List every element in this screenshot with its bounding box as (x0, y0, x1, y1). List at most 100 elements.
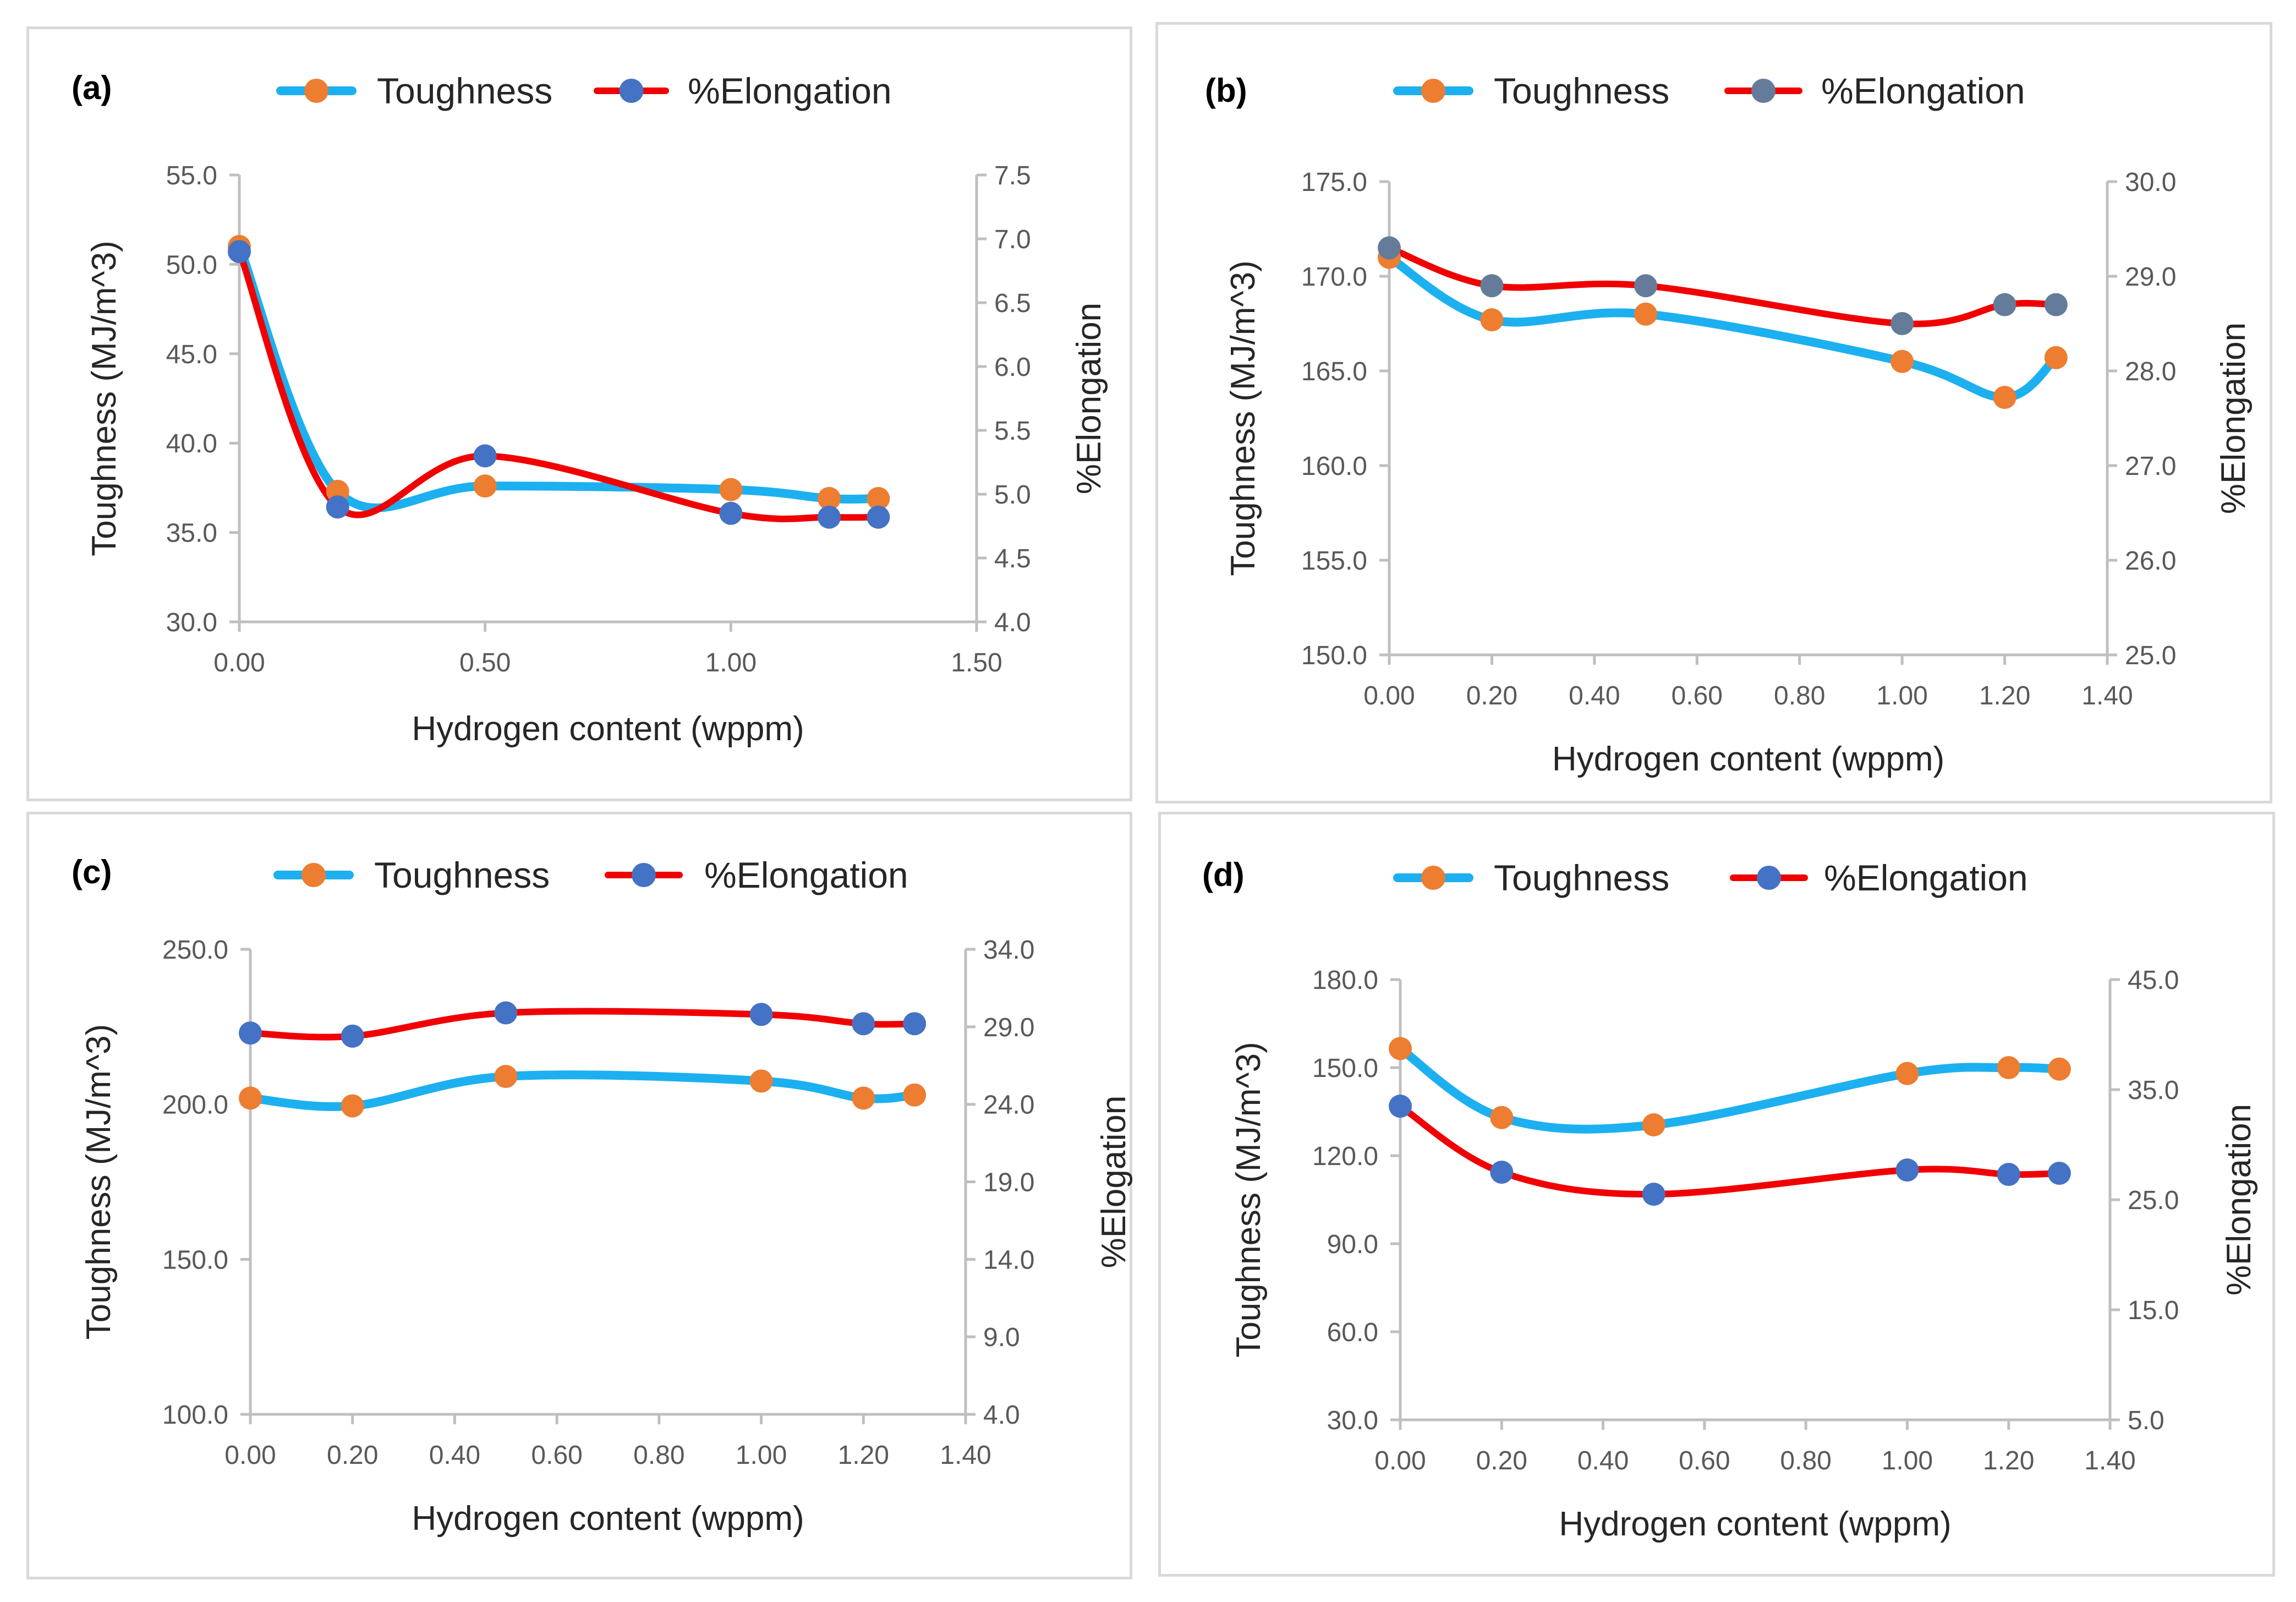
legend-label-elongation-c: %Elongation (704, 855, 908, 895)
legend-marker-toughness-c (302, 863, 326, 887)
y2-tick-label-d: 35.0 (2128, 1076, 2179, 1105)
y-tick-label-a: 30.0 (166, 608, 217, 637)
legend-marker-toughness-b (1421, 79, 1445, 103)
y2-tick-label-d: 25.0 (2128, 1186, 2179, 1215)
y2-tick-label-b: 27.0 (2125, 452, 2176, 481)
y2-tick-label-c: 34.0 (983, 936, 1034, 965)
data-point-elongation-c (749, 1003, 773, 1026)
data-point-toughness-d (1389, 1037, 1412, 1060)
y2-axis-title-c: %Elogation (1095, 1096, 1133, 1269)
x-tick-label-c: 0.60 (531, 1441, 582, 1470)
y2-tick-label-c: 14.0 (983, 1245, 1034, 1275)
y-tick-label-d: 60.0 (1327, 1318, 1378, 1347)
data-point-elongation-d (2047, 1162, 2071, 1185)
x-axis-title-c: Hydrogen content (wppm) (412, 1500, 804, 1538)
data-point-toughness-c (239, 1086, 262, 1110)
data-point-elongation-c (239, 1021, 262, 1045)
data-point-toughness-d (1895, 1062, 1919, 1085)
data-point-elongation-a (326, 495, 349, 519)
data-point-elongation-a (473, 444, 497, 468)
legend-label-elongation-a: %Elongation (688, 70, 892, 111)
x-tick-label-c: 1.20 (838, 1441, 889, 1470)
y-tick-label-d: 30.0 (1327, 1406, 1378, 1435)
x-tick-label-b: 0.20 (1466, 681, 1517, 710)
x-tick-label-d: 0.40 (1577, 1446, 1629, 1475)
x-tick-label-c: 1.00 (736, 1441, 787, 1470)
data-point-toughness-a (867, 486, 890, 510)
x-tick-label-b: 0.60 (1672, 681, 1723, 710)
y2-tick-label-d: 45.0 (2128, 966, 2179, 995)
legend-label-toughness-b: Toughness (1494, 70, 1669, 111)
panel-a-frame (26, 26, 1132, 801)
panel-label-a: (a) (72, 69, 112, 106)
legend-marker-elongation-a (619, 79, 644, 103)
y-axis-title-a: Toughness (MJ/m^3) (85, 240, 123, 556)
y-tick-label-a: 50.0 (166, 250, 217, 280)
y2-tick-label-a: 6.5 (994, 289, 1031, 318)
y2-tick-label-a: 4.5 (994, 544, 1031, 573)
data-point-elongation-c (852, 1012, 875, 1036)
legend-marker-elongation-b (1751, 79, 1776, 103)
x-tick-label-c: 0.00 (224, 1441, 276, 1470)
data-point-elongation-b (2044, 293, 2068, 316)
data-point-toughness-d (1997, 1056, 2020, 1079)
x-tick-label-d: 1.40 (2084, 1446, 2135, 1475)
data-point-elongation-b (1480, 274, 1504, 298)
y-tick-label-c: 250.0 (162, 936, 228, 965)
y2-axis-title-a: %Elongation (1070, 303, 1108, 494)
series-line-toughness-a (235, 242, 883, 512)
data-point-toughness-b (1993, 386, 2016, 409)
x-tick-label-b: 0.40 (1569, 681, 1620, 710)
legend-label-toughness-d: Toughness (1494, 857, 1669, 898)
panel-label-d: (d) (1202, 856, 1245, 893)
x-tick-label-c: 1.40 (940, 1441, 991, 1470)
legend-marker-elongation-d (1757, 866, 1781, 890)
y2-tick-label-d: 5.0 (2128, 1406, 2165, 1435)
data-point-toughness-c (494, 1064, 518, 1088)
data-point-elongation-c (341, 1024, 364, 1048)
y2-axis-title-d: %Elongation (2220, 1104, 2258, 1295)
y-tick-label-c: 200.0 (162, 1091, 228, 1120)
y-tick-label-a: 40.0 (166, 429, 217, 458)
data-point-elongation-b (1890, 312, 1914, 335)
data-point-toughness-b (1890, 349, 1914, 373)
data-point-elongation-d (1389, 1095, 1412, 1118)
y-tick-label-a: 45.0 (166, 340, 217, 369)
data-point-toughness-a (719, 478, 743, 501)
x-tick-label-d: 0.60 (1679, 1446, 1730, 1475)
x-tick-label-a: 0.00 (213, 648, 265, 677)
y-axis-title-c: Toughness (MJ/m^3) (80, 1024, 118, 1340)
x-tick-label-d: 0.00 (1374, 1446, 1426, 1475)
y-tick-label-d: 150.0 (1312, 1054, 1378, 1083)
x-tick-label-b: 1.00 (1876, 681, 1927, 710)
data-point-elongation-b (1634, 274, 1658, 298)
data-point-toughness-d (2047, 1057, 2071, 1081)
y2-tick-label-b: 30.0 (2125, 168, 2176, 197)
x-tick-label-a: 1.50 (951, 648, 1002, 677)
data-point-toughness-c (852, 1086, 875, 1110)
data-point-elongation-b (1378, 236, 1401, 260)
x-axis-title-d: Hydrogen content (wppm) (1559, 1505, 1951, 1543)
y2-tick-label-a: 5.0 (994, 480, 1031, 510)
y-tick-label-a: 55.0 (166, 161, 217, 190)
x-tick-label-a: 1.00 (705, 648, 757, 677)
y2-tick-label-c: 9.0 (983, 1323, 1020, 1352)
panel-label-c: (c) (72, 854, 112, 890)
y-axis-title-b: Toughness (MJ/m^3) (1224, 260, 1262, 576)
x-axis-title-a: Hydrogen content (wppm) (412, 710, 804, 748)
data-point-elongation-b (1993, 293, 2016, 316)
y-tick-label-d: 120.0 (1312, 1142, 1378, 1171)
legend-label-elongation-b: %Elongation (1821, 70, 2025, 111)
y-tick-label-c: 150.0 (162, 1245, 228, 1275)
y-tick-label-b: 155.0 (1301, 546, 1367, 576)
x-tick-label-a: 0.50 (459, 648, 511, 677)
y2-tick-label-c: 29.0 (983, 1013, 1034, 1042)
x-tick-label-c: 0.20 (327, 1441, 378, 1470)
data-point-elongation-a (228, 240, 251, 264)
y-tick-label-b: 170.0 (1301, 263, 1367, 292)
legend-marker-toughness-d (1421, 866, 1445, 890)
y2-tick-label-a: 4.0 (994, 608, 1031, 637)
x-tick-label-d: 0.80 (1780, 1446, 1831, 1475)
y2-tick-label-a: 6.0 (994, 353, 1031, 382)
data-point-toughness-c (903, 1083, 927, 1107)
